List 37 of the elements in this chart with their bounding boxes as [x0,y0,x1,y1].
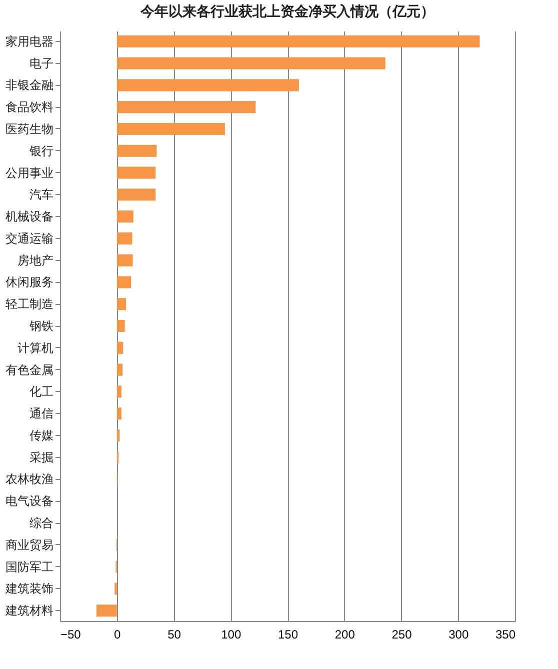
y-tick-label: 建筑材料 [4,604,54,618]
x-tick-label: 50 [168,628,182,642]
y-tick-label: 公用事业 [6,166,54,180]
x-tick-label: 250 [392,628,412,642]
y-tick-label: 采掘 [30,450,54,464]
x-tick-label: 350 [495,628,516,642]
chart-title: 今年以来各行业获北上资金净买入情况（亿元） [140,3,434,19]
x-tick-label: 200 [334,628,356,642]
y-tick-label: 休闲服务 [6,275,54,290]
y-tick-label: 建筑装饰 [4,582,54,596]
y-tick-label: 电子 [30,56,54,70]
y-tick-label: 计算机 [18,340,54,355]
y-tick-label: 通信 [30,406,54,421]
y-tick-label: 机械设备 [6,210,54,224]
y-tick-label: 房地产 [18,253,54,268]
y-tick-label: 医药生物 [6,122,54,136]
y-tick-label: 有色金属 [6,362,54,377]
y-tick-label: 传媒 [30,428,54,442]
y-tick-label: 轻工制造 [6,297,54,312]
y-tick-label: 综合 [30,516,54,530]
x-tick-label: 100 [221,628,242,642]
y-tick-label: 食品饮料 [6,100,54,114]
y-tick-label: 银行 [28,144,54,158]
y-tick-label: 交通运输 [6,231,54,246]
x-tick-label: 0 [114,628,122,642]
x-tick-label: 300 [448,628,469,642]
y-tick-label: 化工 [30,384,54,399]
y-tick-label: 汽车 [30,188,54,202]
y-tick-label: 商业贸易 [6,538,54,552]
x-tick-label: 150 [278,628,298,642]
y-tick-label: 非银金融 [6,78,54,92]
x-tick-label: −50 [60,628,82,642]
y-tick-label: 家用电器 [6,34,54,48]
y-tick-label: 钢铁 [28,319,54,333]
y-tick-label: 电气设备 [6,494,54,508]
y-tick-label: 农林牧渔 [6,472,54,486]
y-tick-label: 国防军工 [6,560,54,574]
